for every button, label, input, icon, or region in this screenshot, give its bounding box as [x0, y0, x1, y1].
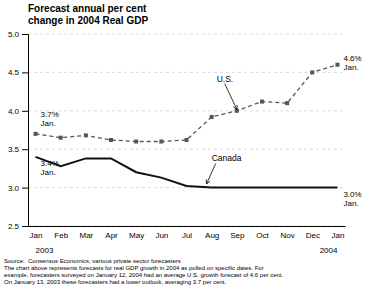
- x-tick: Jan: [30, 231, 43, 240]
- x-tick-label: Aug: [205, 231, 219, 240]
- y-tick: 5.0: [8, 30, 28, 39]
- series-marker: [260, 100, 264, 104]
- footnote: example, forecasters surveyed on January…: [4, 272, 283, 278]
- x-tick: Dec: [306, 231, 320, 240]
- series-label: Canada: [212, 153, 242, 163]
- end-label-line: Jan.: [343, 63, 358, 72]
- x-tick: Mar: [79, 231, 93, 240]
- series-line: [36, 65, 338, 142]
- start-label-line: Jan.: [41, 119, 56, 128]
- series-marker: [285, 101, 289, 105]
- x-tick: Oct: [256, 231, 269, 240]
- x-tick-label: Sep: [230, 231, 245, 240]
- y-tick: 4.0: [8, 107, 28, 116]
- y-tick-mark: [22, 226, 28, 227]
- start-label-line: Jan.: [41, 168, 56, 177]
- start-label-line: 3.4%: [41, 159, 59, 168]
- x-tick-label: Dec: [306, 231, 320, 240]
- chart-container: 2.5 3.0 3.5 4.0 4.5 5.0 Jan Feb Mar Apr May Jun Jul A…: [0, 0, 380, 295]
- x-axis: Jan Feb Mar Apr May Jun Jul Aug Sep Oct Nov Dec Jan: [29, 227, 346, 240]
- start-label: 3.7%Jan.: [41, 110, 59, 128]
- x-tick: Sep: [230, 231, 245, 240]
- x-tick: Jan: [331, 231, 344, 240]
- x-tick-label: Nov: [281, 231, 295, 240]
- y-tick-mark: [22, 34, 28, 35]
- label-arrow: [225, 84, 237, 110]
- y-tick: 3.0: [8, 184, 28, 193]
- x-tick: Feb: [54, 231, 68, 240]
- x-tick-label: Jul: [182, 231, 192, 240]
- footnote: Source: Consensus Economics, various pri…: [4, 258, 181, 264]
- series-marker: [59, 136, 63, 140]
- series-marker: [310, 70, 314, 74]
- x-tick-label: Feb: [54, 231, 68, 240]
- y-tick-label: 3.5: [8, 145, 20, 154]
- x-tick: Jun: [155, 231, 168, 240]
- grid-line: [28, 72, 345, 73]
- y-tick: 3.5: [8, 145, 28, 154]
- chart-title: Forecast annual per centchange in 2004 R…: [28, 3, 148, 26]
- series-marker: [335, 63, 339, 67]
- series-label: U.S.: [217, 74, 234, 84]
- x-tick: Jul: [182, 231, 192, 240]
- x-tick: Nov: [281, 231, 295, 240]
- chart-title-line: change in 2004 Real GDP: [28, 15, 148, 26]
- period-label: 2003: [36, 246, 54, 255]
- footnote: The chart above represents forecasts for…: [4, 265, 264, 271]
- series-marker: [210, 115, 214, 119]
- x-tick-label: Jan: [331, 231, 344, 240]
- x-tick-label: Mar: [79, 231, 93, 240]
- series-marker: [235, 109, 239, 113]
- series-marker: [34, 132, 38, 136]
- end-label-line: Jan.: [343, 199, 358, 208]
- chart-svg: 2.5 3.0 3.5 4.0 4.5 5.0 Jan Feb Mar Apr May Jun Jul A…: [0, 0, 380, 295]
- start-label-line: 3.7%: [41, 110, 59, 119]
- grid: [28, 34, 345, 226]
- x-tick: Apr: [105, 231, 118, 240]
- chart-title-line: Forecast annual per cent: [28, 3, 147, 14]
- y-tick-mark: [22, 111, 28, 112]
- y-tick-label: 4.5: [8, 68, 20, 77]
- footnote: On January 13, 2003 these forecasters ha…: [4, 279, 226, 285]
- series-marker: [159, 140, 163, 144]
- end-label-line: 4.6%: [343, 54, 361, 63]
- x-tick-label: May: [129, 231, 144, 240]
- y-tick-label: 2.5: [8, 222, 20, 231]
- series-line: [36, 157, 338, 188]
- x-tick-label: Oct: [256, 231, 269, 240]
- x-axis-domain: [29, 226, 346, 227]
- series-marker: [84, 133, 88, 137]
- plot-area: [34, 63, 340, 188]
- grid-line: [28, 226, 345, 227]
- y-tick-label: 4.0: [8, 107, 20, 116]
- y-tick-mark: [22, 149, 28, 150]
- x-tick: May: [129, 231, 144, 240]
- period-label: 2004: [320, 246, 338, 255]
- y-tick-mark: [22, 188, 28, 189]
- series-marker: [134, 140, 138, 144]
- x-tick-label: Jun: [155, 231, 168, 240]
- y-axis-domain: [22, 35, 29, 227]
- end-label: 3.0%Jan.: [343, 190, 361, 208]
- y-tick: 4.5: [8, 68, 28, 77]
- grid-line: [28, 34, 345, 35]
- end-label-line: 3.0%: [343, 190, 361, 199]
- grid-line: [28, 149, 345, 150]
- y-tick-label: 5.0: [8, 30, 20, 39]
- series-marker: [185, 138, 189, 142]
- y-tick-mark: [22, 72, 28, 73]
- end-label: 4.6%Jan.: [343, 54, 361, 72]
- x-tick-label: Jan: [30, 231, 43, 240]
- y-tick: 2.5: [8, 222, 28, 231]
- start-label: 3.4%Jan.: [41, 159, 59, 177]
- x-tick-label: Apr: [105, 231, 118, 240]
- grid-line: [28, 110, 345, 111]
- x-tick: Aug: [205, 231, 219, 240]
- y-axis: 2.5 3.0 3.5 4.0 4.5 5.0: [8, 30, 29, 231]
- y-tick-label: 3.0: [8, 184, 20, 193]
- label-arrow: [207, 163, 216, 183]
- series-marker: [109, 138, 113, 142]
